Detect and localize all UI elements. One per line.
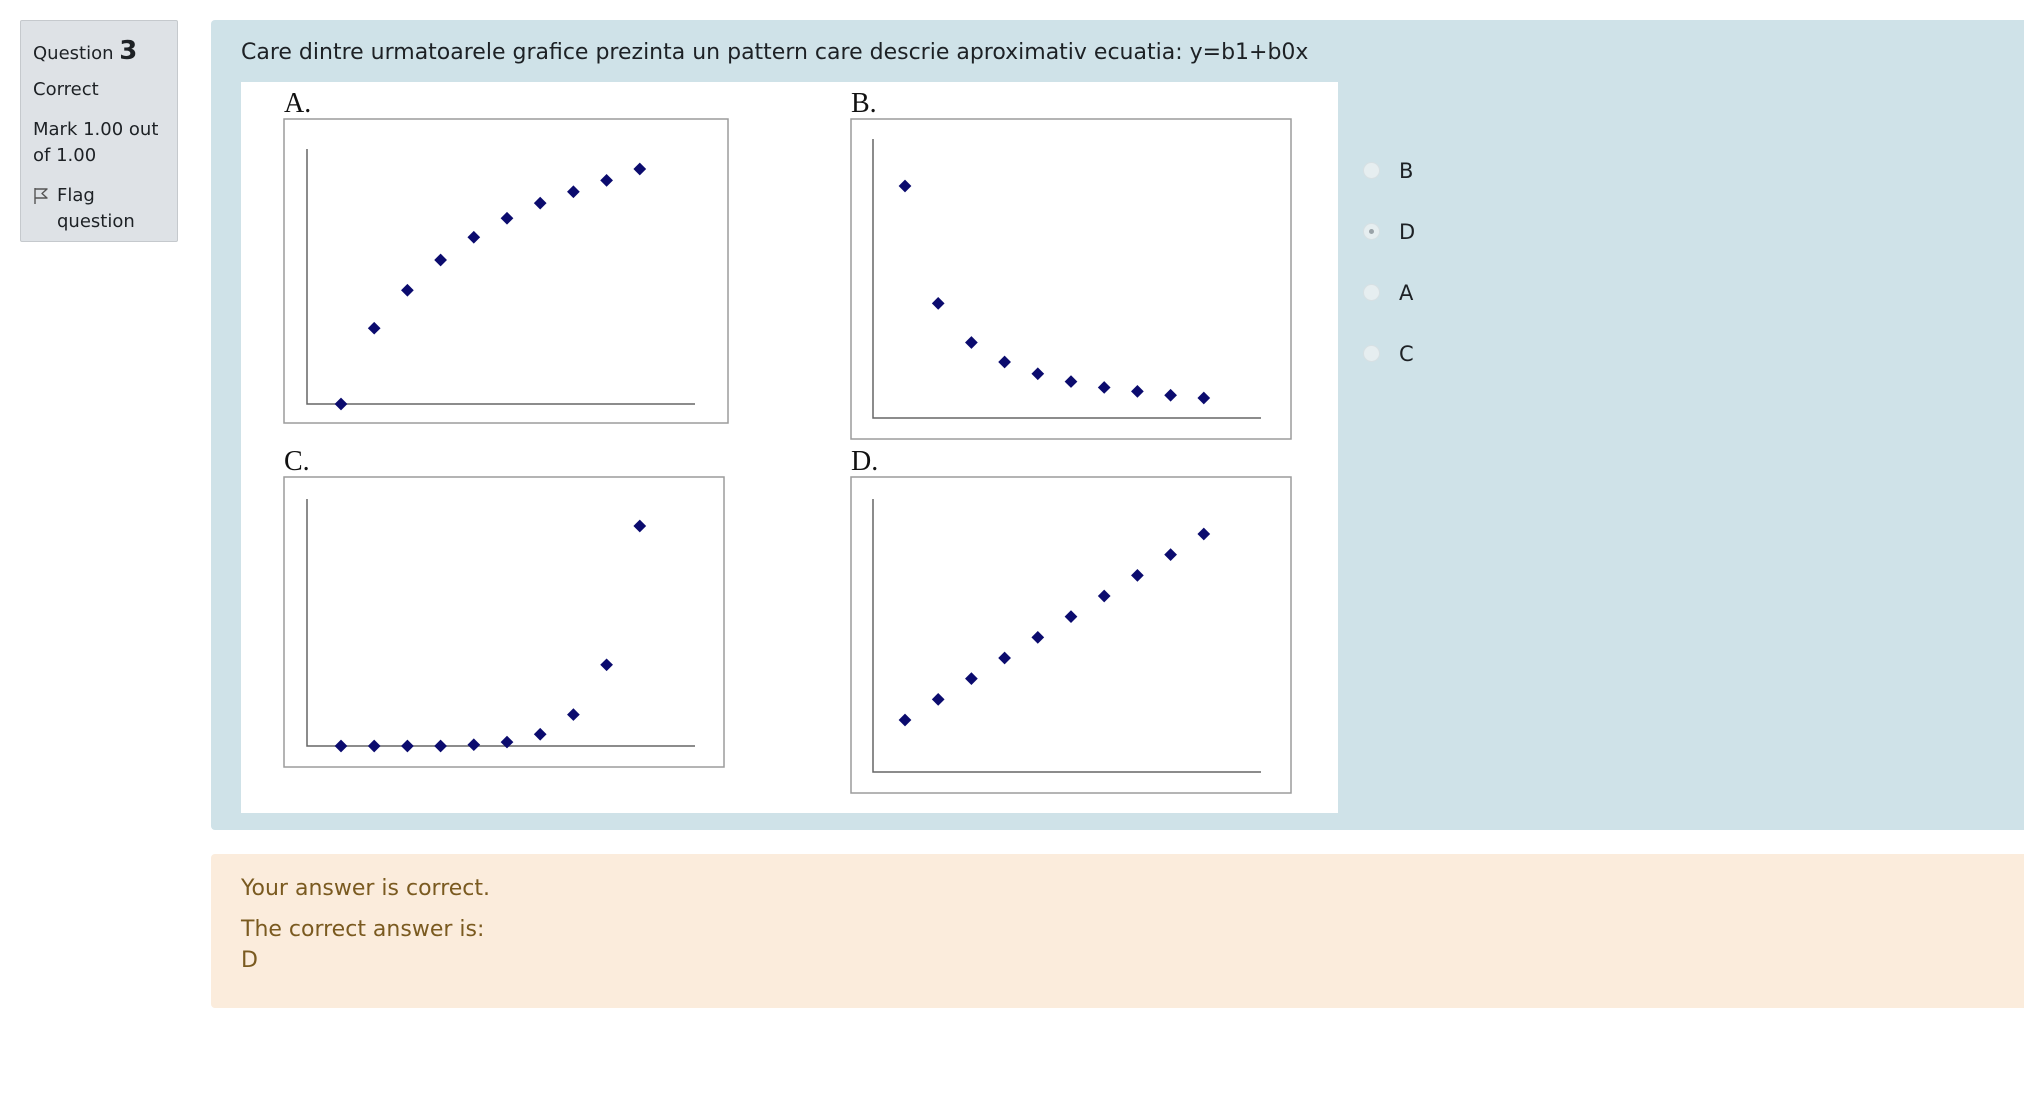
data-point bbox=[1197, 527, 1211, 541]
data-point bbox=[1097, 381, 1111, 394]
correct-answer-intro: The correct answer is: bbox=[241, 917, 485, 942]
question-state: Correct bbox=[33, 79, 99, 101]
panel-label: D. bbox=[851, 446, 878, 477]
answer-option-d[interactable]: D bbox=[1363, 201, 1415, 262]
data-point bbox=[600, 174, 613, 187]
question-figure: A. B. C. D. bbox=[241, 82, 1338, 813]
answer-label-b: B bbox=[1399, 158, 1414, 183]
plot-frame bbox=[283, 118, 729, 424]
question-info-panel: Question 3 Correct Mark 1.00 out of 1.00… bbox=[20, 20, 178, 242]
panel-label: C. bbox=[284, 446, 310, 477]
feedback-result: Your answer is correct. bbox=[241, 876, 491, 901]
correct-answer-value: D bbox=[241, 948, 258, 973]
plot-frame bbox=[850, 476, 1292, 794]
question-number-value: 3 bbox=[119, 36, 138, 66]
data-point bbox=[1097, 589, 1111, 603]
data-point bbox=[334, 397, 348, 411]
data-point bbox=[567, 185, 580, 199]
scatter-panel-d: D. bbox=[850, 446, 1292, 794]
scatter-panel-a: A. bbox=[283, 88, 729, 424]
feedback-panel: Your answer is correct. The correct answ… bbox=[211, 854, 2024, 1008]
data-point bbox=[367, 321, 381, 335]
scatter-panel-c: C. bbox=[283, 446, 725, 768]
answer-label-a: A bbox=[1399, 280, 1414, 305]
flag-question-button[interactable]: Flag question bbox=[33, 183, 165, 235]
data-point bbox=[965, 336, 978, 349]
plot-axes bbox=[306, 149, 695, 405]
answer-radio-b[interactable] bbox=[1363, 162, 1380, 179]
answer-radio-c[interactable] bbox=[1363, 345, 1380, 362]
question-formulation: Care dintre urmatoarele grafice prezinta… bbox=[211, 20, 2024, 830]
answer-radio-a[interactable] bbox=[1363, 284, 1380, 301]
answer-option-a[interactable]: A bbox=[1363, 262, 1415, 323]
data-point bbox=[401, 283, 414, 297]
question-number: Question 3 bbox=[33, 33, 165, 69]
answer-option-c[interactable]: C bbox=[1363, 323, 1415, 384]
answer-label-c: C bbox=[1399, 341, 1414, 366]
answer-option-b[interactable]: B bbox=[1363, 140, 1415, 201]
scatter-panel-b: B. bbox=[850, 88, 1292, 440]
question-grade: Mark 1.00 out of 1.00 bbox=[33, 118, 159, 166]
flag-icon bbox=[34, 187, 48, 204]
panel-label: B. bbox=[851, 88, 877, 119]
plot-axes bbox=[872, 139, 1261, 419]
data-point bbox=[467, 230, 481, 244]
scatter-plots-figure: A. B. C. D. bbox=[283, 88, 1292, 794]
answer-radio-d[interactable] bbox=[1363, 223, 1380, 240]
data-point bbox=[434, 253, 447, 267]
plot-axes bbox=[306, 499, 695, 747]
answer-label-d: D bbox=[1399, 219, 1416, 244]
plot-axes bbox=[872, 499, 1261, 773]
panel-label: A. bbox=[284, 88, 311, 119]
data-point bbox=[1197, 391, 1211, 405]
answer-options: B D A C bbox=[1363, 140, 1415, 384]
plot-frame bbox=[850, 118, 1292, 440]
question-text: Care dintre urmatoarele grafice prezinta… bbox=[241, 40, 1309, 65]
plot-frame bbox=[283, 476, 725, 768]
data-point bbox=[500, 211, 514, 225]
data-point bbox=[1031, 367, 1045, 381]
question-label: Question bbox=[33, 43, 114, 64]
data-point bbox=[1031, 630, 1045, 644]
flag-question-label: Flag question bbox=[57, 184, 135, 232]
